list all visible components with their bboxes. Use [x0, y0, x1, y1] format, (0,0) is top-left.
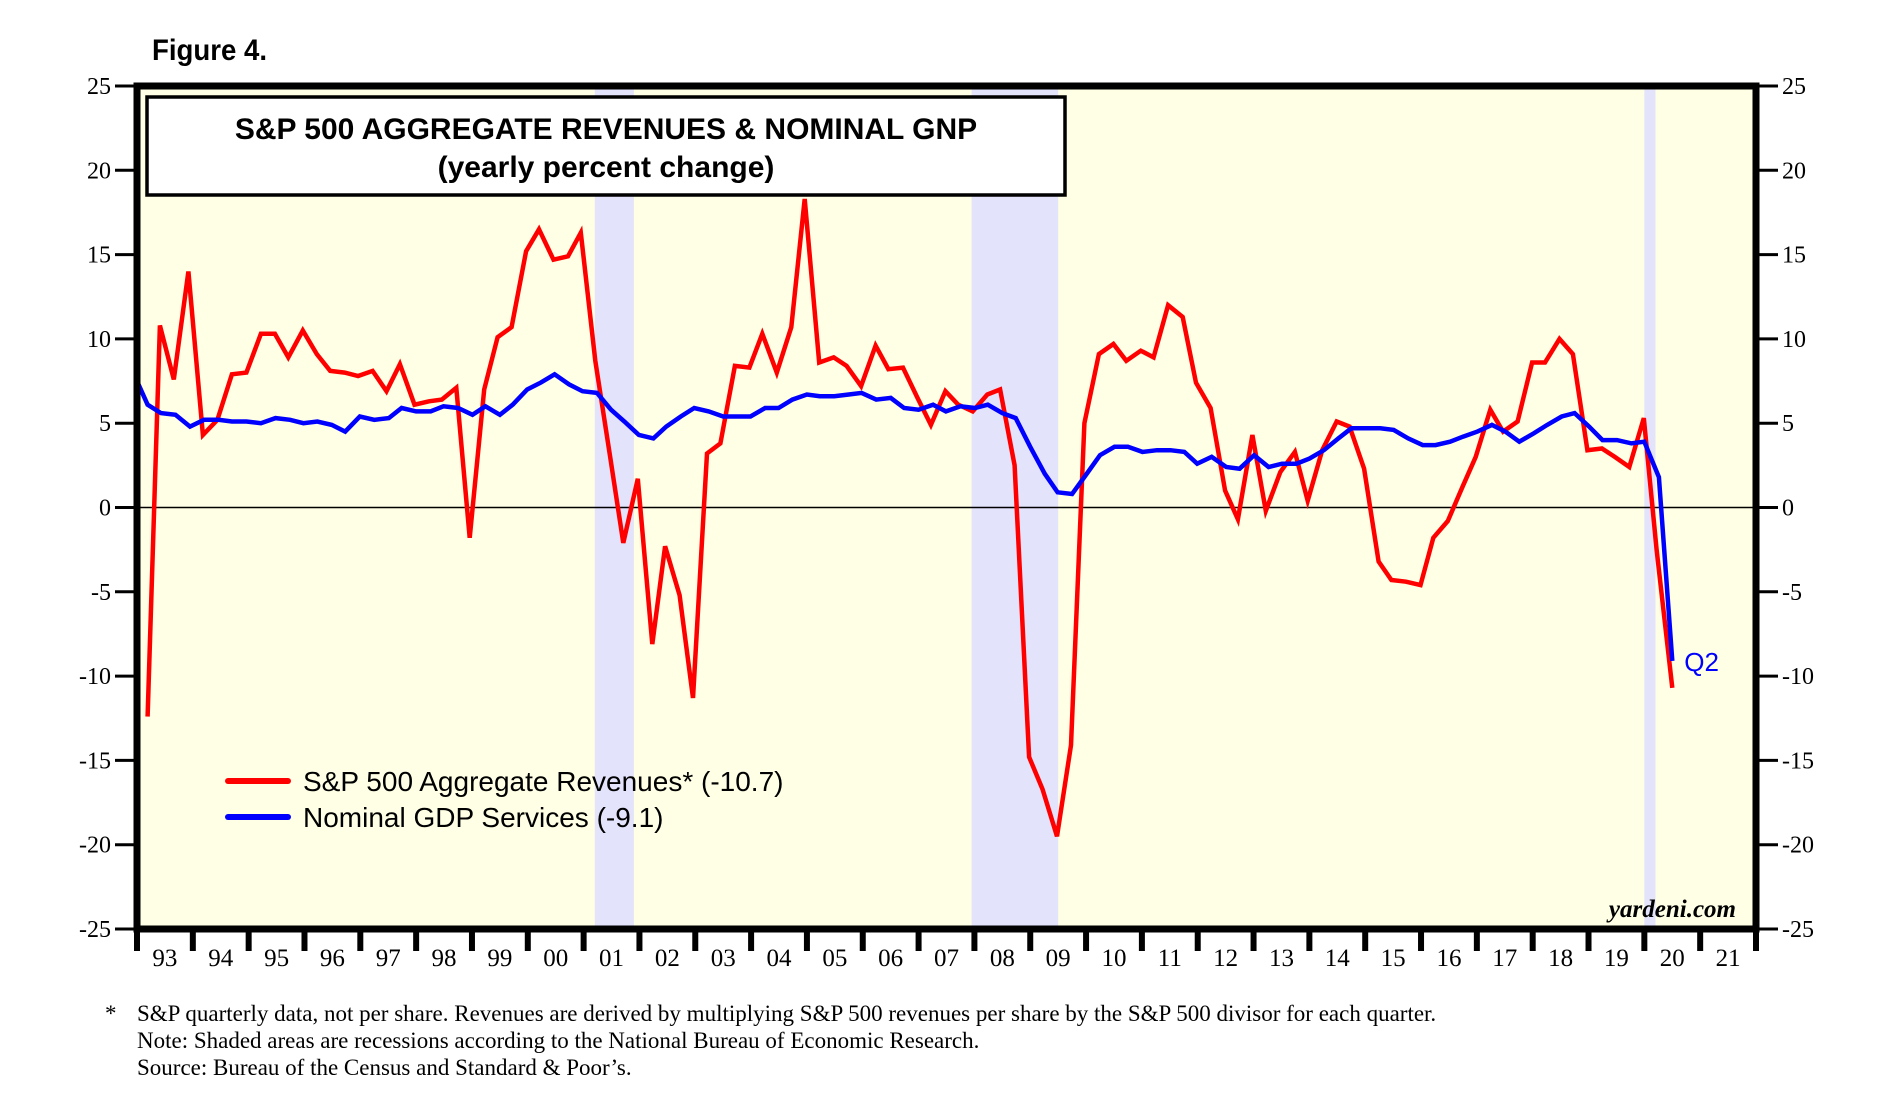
x-tick-label: 04 — [767, 945, 793, 972]
y-tick-label-right: -20 — [1782, 833, 1814, 859]
x-tick-label: 01 — [599, 945, 624, 972]
title-box: S&P 500 AGGREGATE REVENUES & NOMINAL GNP… — [145, 95, 1067, 197]
footnote-mark — [105, 1054, 137, 1081]
footnote-3: Source: Bureau of the Census and Standar… — [105, 1054, 1436, 1081]
legend: S&P 500 Aggregate Revenues* (-10.7) Nomin… — [225, 766, 783, 833]
y-tick-label-left: 5 — [99, 411, 111, 437]
y-tick-label-right: -25 — [1782, 917, 1814, 943]
series-line-nominal-gdp-services — [134, 371, 1675, 662]
x-tick-label: 21 — [1716, 945, 1741, 972]
chart-subtitle: (yearly percent change) — [438, 151, 775, 184]
y-tick-label-left: -15 — [79, 748, 111, 774]
y-tick-label-left: 0 — [99, 496, 111, 522]
x-tick-label: 19 — [1604, 945, 1629, 972]
x-tick-label: 95 — [264, 945, 289, 972]
footnote-text: S&P quarterly data, not per share. Reven… — [137, 1001, 1437, 1026]
series-layer — [134, 198, 1675, 837]
y-tick-label-right: 0 — [1782, 496, 1794, 522]
q2-annotation: Q2 — [1684, 647, 1719, 677]
y-tick-label-left: 10 — [87, 327, 111, 353]
y-tick-label-right: -15 — [1782, 748, 1814, 774]
x-tick-label: 02 — [655, 945, 680, 972]
y-tick-label-left: 15 — [87, 243, 111, 269]
x-tick-label: 10 — [1101, 945, 1126, 972]
y-tick-label-right: 15 — [1782, 243, 1806, 269]
x-tick-label: 08 — [990, 945, 1015, 972]
x-tick-label: 94 — [208, 945, 234, 972]
y-tick-label-left: -10 — [79, 664, 111, 690]
x-tick-label: 99 — [487, 945, 512, 972]
y-tick-label-right: 20 — [1782, 158, 1806, 184]
legend-label-nominal-gdp-services: Nominal GDP Services (-9.1) — [303, 802, 663, 833]
x-tick-label: 06 — [878, 945, 903, 972]
x-tick-label: 14 — [1325, 945, 1351, 972]
figure-label: Figure 4. — [152, 34, 268, 67]
y-tick-label-right: -5 — [1782, 580, 1802, 606]
title-rect — [145, 95, 1067, 197]
y-tick-label-left: -25 — [79, 917, 111, 943]
x-axis: 93 94 95 96 97 98 99 00 01 02 03 04 05 06 07 08 09 10 11 12… — [134, 929, 1759, 972]
y-tick-label-left: 20 — [87, 158, 111, 184]
x-tick-label: 12 — [1213, 945, 1238, 972]
x-tick-label: 05 — [822, 945, 847, 972]
footnote-source: Source: Bureau of the Census and Standar… — [137, 1055, 632, 1080]
footnote-note: Note: Shaded areas are recessions accord… — [137, 1028, 980, 1053]
x-tick-label: 07 — [934, 945, 959, 972]
y-tick-label-left: -5 — [91, 580, 111, 606]
y-tick-label-left: 25 — [87, 74, 111, 100]
footnotes: * S&P quarterly data, not per share. Rev… — [105, 1000, 1436, 1081]
y-tick-label-right: -10 — [1782, 664, 1814, 690]
x-tick-label: 13 — [1269, 945, 1294, 972]
x-tick-label: 15 — [1381, 945, 1406, 972]
x-tick-label: 17 — [1492, 945, 1517, 972]
series-line-sp500-revenues — [145, 198, 1675, 837]
x-tick-label: 20 — [1660, 945, 1685, 972]
x-tick-label: 98 — [432, 945, 457, 972]
footnote-mark — [105, 1027, 137, 1054]
x-tick-label: 11 — [1158, 945, 1182, 972]
footnote-2: Note: Shaded areas are recessions accord… — [105, 1027, 1436, 1054]
x-tick-label: 16 — [1436, 945, 1461, 972]
footnote-mark: * — [105, 1001, 117, 1026]
x-tick-label: 09 — [1046, 945, 1071, 972]
x-tick-label: 93 — [152, 945, 177, 972]
x-tick-label: 97 — [376, 945, 401, 972]
chart-title: S&P 500 AGGREGATE REVENUES & NOMINAL GNP — [235, 113, 977, 146]
y-axis-left: 25 20 15 10 5 0 -5 -10 -15 -20 -25 — [79, 74, 137, 943]
y-tick-label-left: -20 — [79, 833, 111, 859]
y-axis-right: 25 20 15 10 5 0 -5 -10 -15 -20 -25 — [1756, 74, 1814, 943]
x-tick-label: 00 — [543, 945, 568, 972]
x-tick-label: 03 — [711, 945, 736, 972]
y-tick-label-right: 10 — [1782, 327, 1806, 353]
legend-label-sp500-revenues: S&P 500 Aggregate Revenues* (-10.7) — [303, 766, 783, 797]
x-tick-label: 18 — [1548, 945, 1573, 972]
chart: S&P 500 AGGREGATE REVENUES & NOMINAL GNP… — [79, 74, 1814, 972]
y-tick-label-right: 25 — [1782, 74, 1806, 100]
credit-yardeni: yardeni.com — [1606, 896, 1736, 923]
footnote-1: * S&P quarterly data, not per share. Rev… — [105, 1000, 1436, 1027]
x-tick-label: 96 — [320, 945, 345, 972]
y-tick-label-right: 5 — [1782, 411, 1794, 437]
